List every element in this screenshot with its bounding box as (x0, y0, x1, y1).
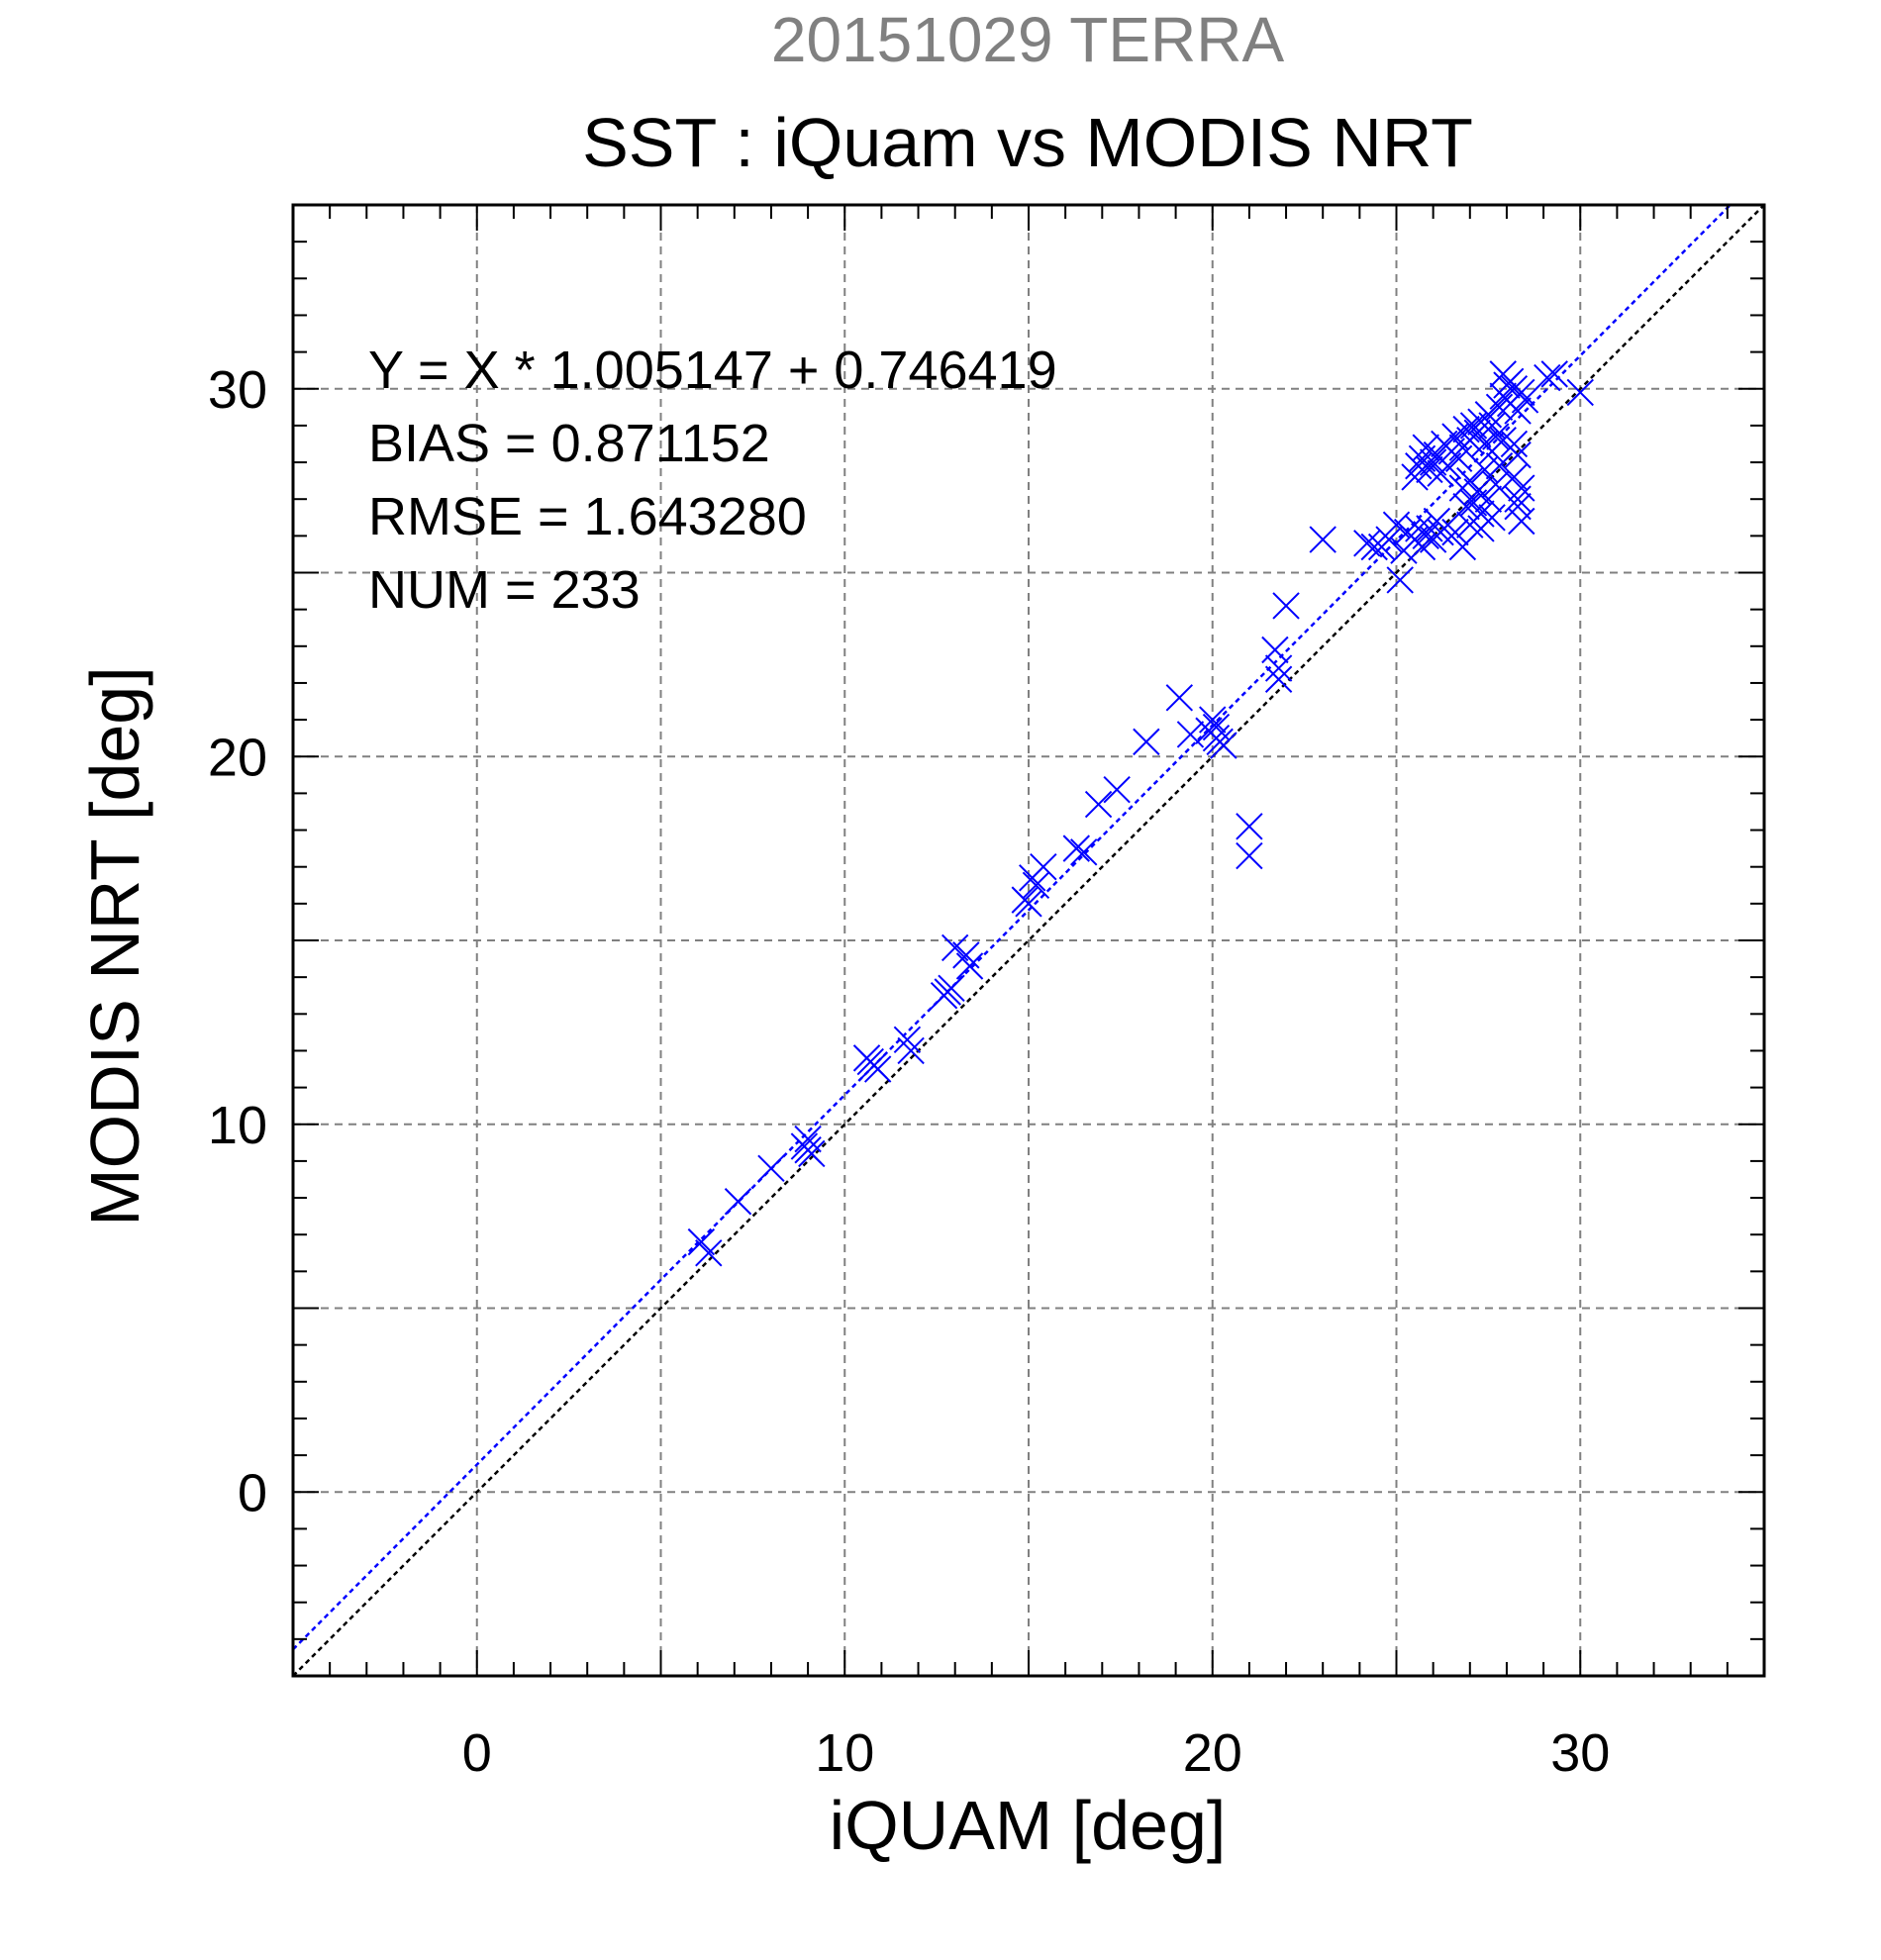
data-point (1309, 526, 1336, 553)
y-axis-label: MODIS NRT [deg] (76, 666, 153, 1225)
data-point (1478, 438, 1506, 465)
data-point (757, 1154, 785, 1183)
x-tick-label: 0 (462, 1723, 492, 1783)
reference-lines (293, 205, 1764, 1676)
data-point (863, 1055, 892, 1083)
data-point (1485, 393, 1514, 422)
data-point (1261, 636, 1289, 664)
data-point (1210, 732, 1238, 759)
data-point (1482, 470, 1510, 499)
data-point (1070, 838, 1098, 866)
data-point (1540, 360, 1568, 388)
data-points (687, 360, 1594, 1267)
data-point (1022, 871, 1050, 899)
x-tick-label: 20 (1183, 1723, 1242, 1783)
data-point (1236, 813, 1263, 840)
data-point (1165, 684, 1194, 712)
data-point (1386, 566, 1414, 594)
data-point (1133, 728, 1160, 756)
data-point (1504, 485, 1532, 513)
data-point (1264, 654, 1293, 682)
data-point (724, 1188, 752, 1216)
data-point (930, 982, 958, 1010)
data-point (1441, 518, 1469, 546)
data-point (1456, 511, 1484, 539)
grid-lines (293, 205, 1764, 1676)
data-point (1084, 790, 1113, 819)
y-tick-label: 0 (238, 1463, 267, 1522)
data-point (893, 1026, 922, 1054)
stats-line-rmse: RMSE = 1.643280 (368, 487, 807, 546)
data-point (1467, 515, 1495, 542)
x-tick-label: 10 (815, 1723, 874, 1783)
data-point (1511, 386, 1539, 414)
data-point (1062, 834, 1091, 862)
data-point (1508, 474, 1535, 502)
data-point (1485, 452, 1514, 480)
y-tick-label: 10 (208, 1096, 267, 1155)
data-point (1199, 706, 1227, 734)
data-point (1401, 463, 1429, 491)
data-point (1496, 367, 1525, 396)
data-point (1375, 526, 1403, 553)
data-point (1452, 415, 1480, 443)
data-point (1566, 378, 1594, 407)
data-point (1504, 492, 1532, 521)
data-point (1030, 852, 1057, 881)
data-point (1478, 412, 1506, 440)
x-axis-label: iQUAM [deg] (830, 1787, 1227, 1864)
data-point (695, 1239, 723, 1267)
data-point (1416, 455, 1443, 484)
data-point (1176, 721, 1205, 748)
y-tick-label: 20 (208, 728, 267, 787)
stats-line-equation: Y = X * 1.005147 + 0.746419 (368, 341, 1057, 400)
data-point (1272, 592, 1300, 620)
data-point (897, 1036, 925, 1065)
data-point (1202, 713, 1231, 741)
data-point (794, 1136, 822, 1164)
date-label: 20151029 TERRA (771, 4, 1285, 75)
data-point (1474, 485, 1503, 513)
chart-title: SST : iQuam vs MODIS NRT (582, 104, 1473, 181)
data-point (1236, 841, 1263, 870)
data-point (1427, 518, 1454, 546)
stats-box: Y = X * 1.005147 + 0.746419 BIAS = 0.871… (368, 341, 1057, 620)
fit-line (293, 205, 1732, 1651)
data-point (1360, 533, 1388, 561)
data-point (1452, 492, 1480, 521)
data-point (955, 952, 984, 980)
data-point (952, 941, 980, 969)
data-point (1264, 665, 1293, 693)
data-point (1423, 507, 1451, 536)
stats-line-num: NUM = 233 (368, 560, 641, 620)
y-tick-label: 30 (208, 360, 267, 420)
data-point (1534, 363, 1561, 392)
stats-line-bias: BIAS = 0.871152 (368, 414, 770, 473)
x-tick-label: 30 (1550, 1723, 1610, 1783)
data-point (1015, 890, 1042, 918)
data-point (1500, 430, 1529, 458)
data-point (1444, 444, 1473, 473)
data-point (1103, 775, 1131, 804)
axis-ticks (293, 205, 1764, 1676)
